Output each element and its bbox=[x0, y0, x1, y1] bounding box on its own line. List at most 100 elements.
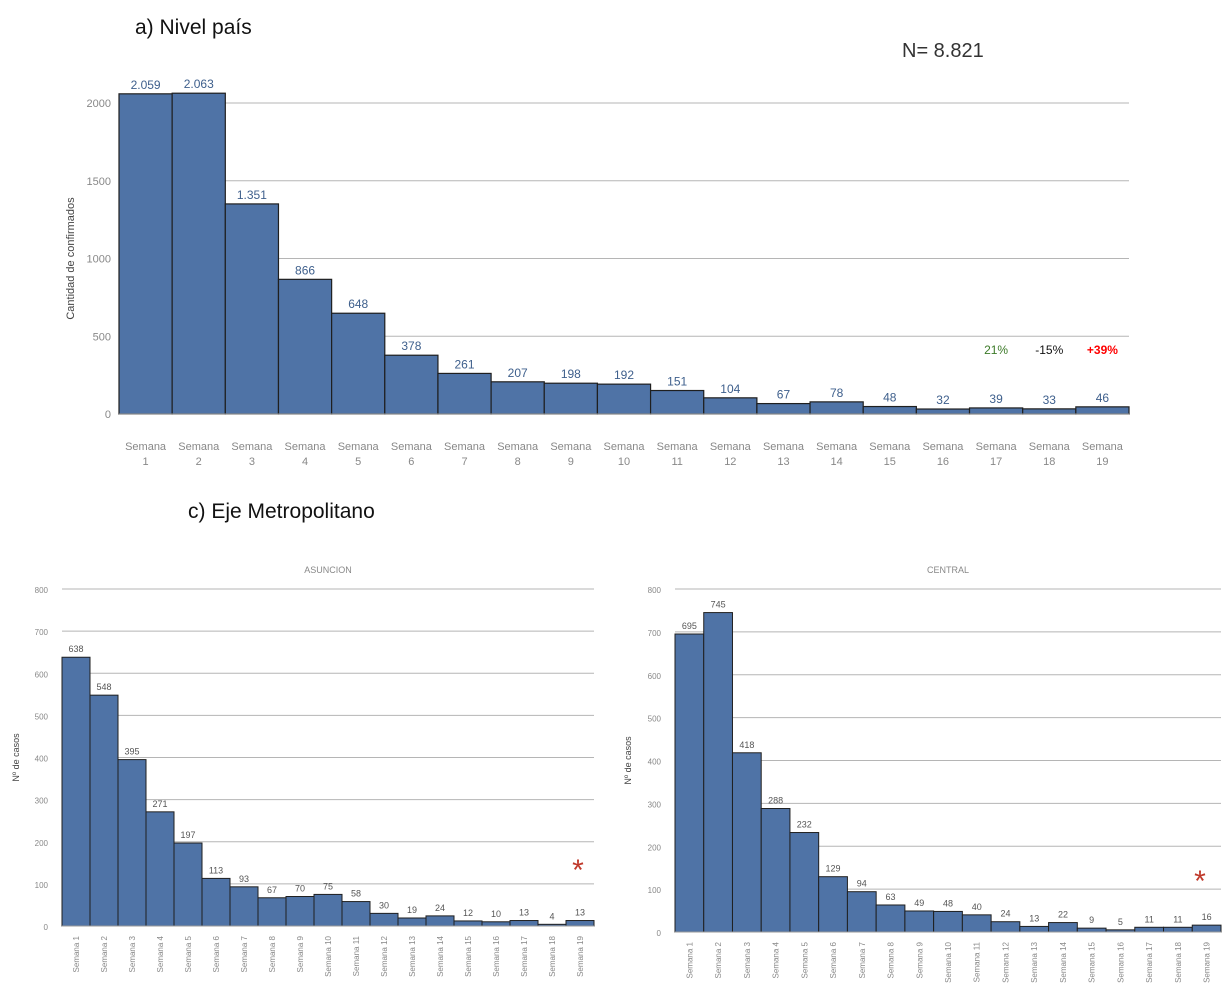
bar bbox=[904, 910, 935, 933]
x-tick-label: Semana bbox=[1082, 441, 1124, 453]
x-tick-label: Semana 11 bbox=[973, 941, 982, 982]
bar bbox=[481, 921, 511, 927]
y-tick-label: 1000 bbox=[87, 254, 111, 266]
data-label: 33 bbox=[1043, 393, 1057, 407]
bar bbox=[875, 904, 906, 933]
data-label: 24 bbox=[1000, 909, 1010, 919]
bar bbox=[915, 408, 971, 415]
bar bbox=[1163, 926, 1193, 933]
bar bbox=[596, 383, 652, 415]
x-tick-label-number: 1 bbox=[143, 456, 149, 468]
bar bbox=[968, 407, 1024, 415]
y-tick-label: 1500 bbox=[87, 176, 111, 188]
x-tick-label: Semana 15 bbox=[464, 935, 473, 976]
x-tick-label: Semana bbox=[763, 441, 805, 453]
bar bbox=[341, 901, 371, 927]
y-tick-label: 0 bbox=[105, 409, 111, 421]
x-tick-label-number: 4 bbox=[302, 456, 308, 468]
data-label: 22 bbox=[1058, 910, 1068, 920]
data-label: 271 bbox=[152, 799, 167, 809]
x-tick-label: Semana 17 bbox=[1145, 941, 1154, 982]
bar bbox=[369, 912, 399, 927]
bar bbox=[760, 808, 791, 933]
bar bbox=[649, 389, 705, 415]
bar bbox=[1076, 927, 1107, 933]
data-label: 548 bbox=[96, 682, 111, 692]
y-tick-label: 100 bbox=[648, 886, 662, 895]
y-tick-label: 2000 bbox=[87, 98, 111, 110]
percent-annotation: -15% bbox=[1035, 343, 1063, 357]
bar bbox=[809, 401, 864, 415]
data-label: 13 bbox=[575, 908, 585, 918]
x-tick-label: Semana 17 bbox=[520, 935, 529, 976]
x-tick-label: Semana 10 bbox=[324, 935, 333, 976]
data-label: 10 bbox=[491, 909, 501, 919]
chart-title: CENTRAL bbox=[927, 565, 969, 575]
x-tick-label: Semana 3 bbox=[743, 941, 752, 978]
x-tick-label: Semana 14 bbox=[436, 935, 445, 976]
x-tick-label: Semana 15 bbox=[1088, 941, 1097, 982]
bar bbox=[117, 759, 147, 927]
data-label: 67 bbox=[777, 388, 791, 402]
y-tick-label: 600 bbox=[648, 672, 662, 681]
x-tick-label-number: 19 bbox=[1096, 456, 1108, 468]
bar bbox=[990, 921, 1021, 933]
y-axis-label: Nº de casos bbox=[11, 733, 21, 782]
x-tick-label: Semana bbox=[1029, 441, 1071, 453]
x-tick-label: Semana bbox=[710, 441, 752, 453]
data-label: 288 bbox=[768, 796, 783, 806]
x-tick-label: Semana 4 bbox=[156, 935, 165, 972]
data-label: 745 bbox=[711, 600, 726, 610]
x-tick-label-number: 17 bbox=[990, 456, 1002, 468]
bar bbox=[674, 633, 705, 933]
x-tick-label-number: 5 bbox=[355, 456, 361, 468]
x-tick-label: Semana 12 bbox=[380, 935, 389, 976]
x-tick-label-number: 3 bbox=[249, 456, 255, 468]
data-label: 24 bbox=[435, 903, 445, 913]
bar bbox=[490, 381, 545, 415]
x-tick-label: Semana bbox=[231, 441, 273, 453]
y-tick-label: 0 bbox=[657, 929, 662, 938]
bar bbox=[756, 402, 811, 415]
x-tick-label: Semana 7 bbox=[858, 941, 867, 978]
bar bbox=[313, 893, 343, 927]
data-label: 2.063 bbox=[184, 77, 214, 91]
x-tick-label-number: 6 bbox=[408, 456, 414, 468]
x-tick-label: Semana 5 bbox=[184, 935, 193, 972]
y-axis-label: Nº de casos bbox=[623, 736, 633, 785]
data-label: 67 bbox=[267, 885, 277, 895]
data-label: 104 bbox=[720, 382, 740, 396]
y-tick-label: 800 bbox=[648, 586, 662, 595]
data-label: 11 bbox=[1144, 914, 1153, 924]
data-label: 1.351 bbox=[237, 188, 267, 202]
bar bbox=[89, 694, 119, 927]
percent-annotation: +39% bbox=[1087, 343, 1118, 357]
x-tick-label: Semana 16 bbox=[492, 935, 501, 976]
x-tick-label-number: 12 bbox=[724, 456, 736, 468]
x-tick-label: Semana 10 bbox=[944, 941, 953, 982]
x-tick-label: Semana 7 bbox=[240, 935, 249, 972]
bar bbox=[1019, 925, 1050, 933]
bar bbox=[277, 278, 333, 415]
data-label: 13 bbox=[519, 908, 529, 918]
x-tick-label-number: 11 bbox=[671, 456, 682, 468]
x-tick-label: Semana 2 bbox=[714, 941, 723, 978]
y-tick-label: 700 bbox=[35, 628, 49, 637]
y-tick-label: 500 bbox=[35, 712, 49, 721]
bar bbox=[703, 397, 758, 415]
x-tick-label: Semana bbox=[444, 441, 486, 453]
x-tick-label: Semana 16 bbox=[1116, 941, 1125, 982]
x-tick-label: Semana 8 bbox=[268, 935, 277, 972]
bar bbox=[1022, 408, 1077, 415]
y-tick-label: 500 bbox=[648, 715, 662, 724]
x-tick-label: Semana bbox=[391, 441, 433, 453]
bar bbox=[285, 896, 315, 927]
bar bbox=[1134, 926, 1165, 933]
bar bbox=[61, 656, 91, 927]
y-tick-label: 100 bbox=[35, 881, 49, 890]
x-tick-label: Semana bbox=[497, 441, 539, 453]
bar bbox=[731, 752, 762, 933]
data-label: 32 bbox=[936, 393, 950, 407]
x-tick-label: Semana 4 bbox=[772, 941, 781, 978]
